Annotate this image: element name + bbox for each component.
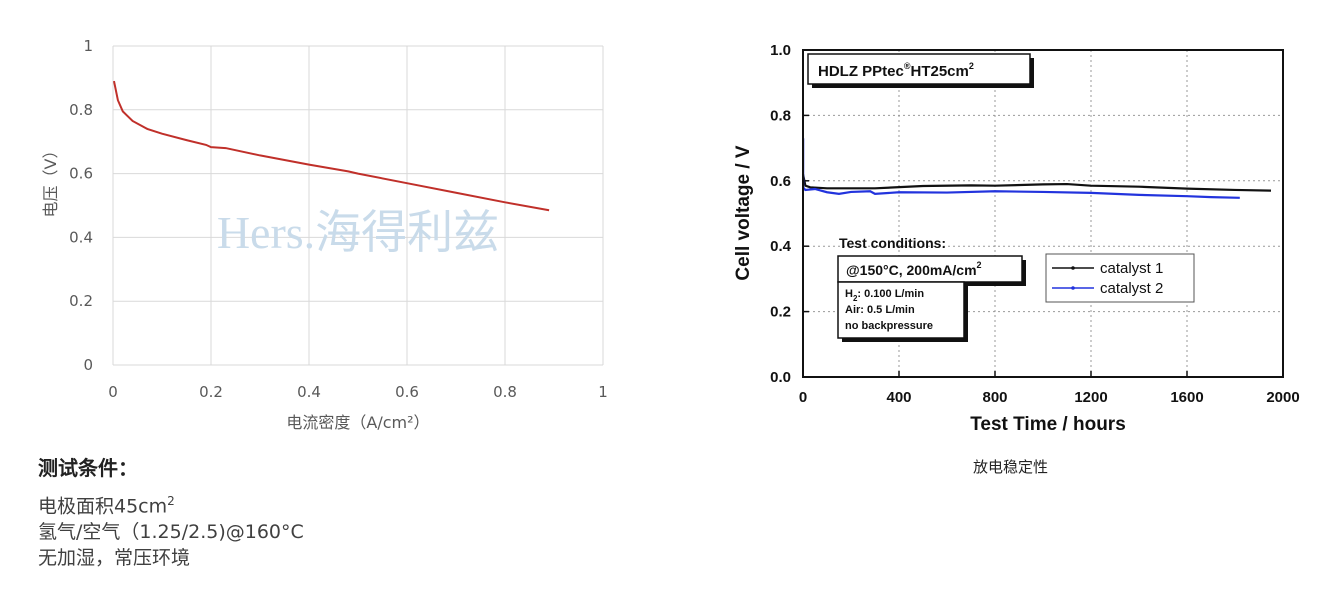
chart2-y-tick: 1.0 (770, 42, 791, 59)
chart1-series (113, 80, 550, 212)
conditions-backpressure: no backpressure (845, 320, 933, 332)
chart1-y-label: 电压（V） (41, 143, 60, 218)
test-conditions-title: 测试条件： (38, 456, 138, 480)
legend-label-catalyst-1: catalyst 1 (1100, 260, 1163, 277)
polarization-chart: Hers.海得利兹 00 0.2 0.2 0.4 0.4 0.6 0.6 0.8 0.8 1 1 电… (41, 37, 608, 432)
chart1-x-tick: 0 (108, 383, 118, 401)
watermark: Hers.海得利兹 (217, 207, 499, 258)
chart2-x-tick: 1600 (1170, 389, 1203, 406)
legend-marker-catalyst-2 (1071, 286, 1075, 290)
legend-label-catalyst-2: catalyst 2 (1100, 280, 1163, 297)
chart2-tick-labels: 0 0.0 400 0.2 800 0.4 1200 0.6 1600 0.8 2000 1.0 (770, 42, 1300, 406)
chart1-y-tick: 0 (83, 356, 93, 374)
title-box-shadow (812, 58, 1034, 88)
chart2-x-tick: 1200 (1074, 389, 1107, 406)
chart2-y-tick: 0.2 (770, 304, 791, 321)
legend-marker-catalyst-1 (1071, 266, 1075, 270)
chart2-x-tick: 2000 (1266, 389, 1299, 406)
chart2-series-line-1 (801, 174, 1272, 192)
chart2-y-tick: 0.0 (770, 369, 791, 386)
chart2-y-tick: 0.8 (770, 107, 791, 124)
test-condition-humidity: 无加湿，常压环境 (38, 547, 191, 570)
chart1-series-line (113, 80, 550, 212)
chart1-y-tick: 0.2 (69, 292, 93, 310)
chart2-y-label: Cell voltage / V (733, 145, 754, 280)
test-conditions-list: 电极面积45cm2 氢气/空气（1.25/2.5)@160°C 无加湿，常压环境 (38, 488, 304, 571)
chart1-x-label: 电流密度（A/cm²） (286, 413, 429, 432)
chart2-caption: 放电稳定性 (973, 458, 1049, 476)
conditions-h2: H2: 0.100 L/min (845, 288, 924, 303)
chart1-x-tick: 0.2 (199, 383, 223, 401)
chart2-x-tick: 800 (982, 389, 1007, 406)
chart1-x-tick: 0.4 (297, 383, 321, 401)
chart1-tick-labels: 00 0.2 0.2 0.4 0.4 0.6 0.6 0.8 0.8 1 1 (69, 37, 608, 401)
test-condition-electrode-area: 电极面积45cm2 (38, 494, 175, 518)
chart1-x-tick: 0.6 (395, 383, 419, 401)
conditions-detail-shadow (842, 286, 968, 342)
chart1-y-tick: 0.4 (69, 228, 93, 246)
title-box-text: HDLZ PPtec®HT25cm2 (818, 61, 974, 80)
chart1-y-tick: 1 (83, 37, 93, 55)
chart2-x-tick: 400 (886, 389, 911, 406)
chart2-frame (802, 49, 1284, 378)
test-condition-gas-ratio: 氢气/空气（1.25/2.5)@160°C (38, 521, 304, 544)
conditions-air: Air: 0.5 L/min (845, 304, 915, 316)
chart1-y-tick: 0.6 (69, 165, 93, 183)
chart1-y-tick: 0.8 (69, 101, 93, 119)
chart1-x-tick: 0.8 (493, 383, 517, 401)
chart2-y-tick: 0.6 (770, 173, 791, 190)
chart1-grid (112, 45, 604, 366)
chart2-series-line-2 (802, 186, 1240, 199)
conditions-main-shadow (842, 260, 1026, 286)
conditions-main-text: @150°C, 200mA/cm2 (846, 260, 982, 278)
conditions-heading: Test conditions: (839, 235, 946, 251)
chart2-y-tick: 0.4 (770, 238, 792, 255)
chart2-series (801, 138, 1272, 199)
legend-box (1045, 253, 1195, 303)
chart2-x-label: Test Time / hours (970, 414, 1126, 435)
conditions-detail-box (837, 281, 965, 339)
chart2-grid (802, 49, 1284, 378)
conditions-main-box (837, 255, 1023, 283)
chart2-x-tick: 0 (799, 389, 807, 406)
title-box (807, 53, 1031, 85)
chart1-x-tick: 1 (598, 383, 608, 401)
